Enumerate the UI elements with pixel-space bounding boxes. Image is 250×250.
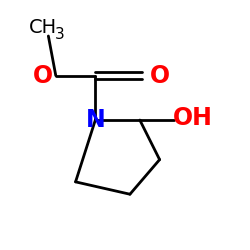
Text: CH: CH: [29, 18, 58, 37]
Text: O: O: [33, 64, 54, 88]
Text: OH: OH: [173, 106, 213, 130]
Text: 3: 3: [54, 27, 64, 42]
Text: N: N: [86, 108, 105, 132]
Text: O: O: [150, 64, 170, 88]
